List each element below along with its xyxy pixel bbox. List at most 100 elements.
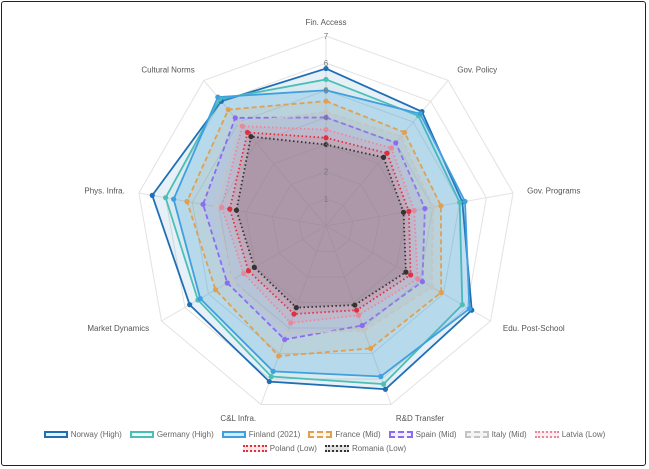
grid-spoke xyxy=(325,192,514,227)
data-point xyxy=(276,353,282,359)
axis-label: Edu. Post-School xyxy=(503,324,565,333)
data-point xyxy=(227,206,233,212)
data-point xyxy=(268,373,274,380)
legend-label: Finland (2021) xyxy=(248,430,301,439)
data-point xyxy=(212,287,219,293)
data-point xyxy=(380,154,387,160)
data-point xyxy=(229,277,235,283)
grid-ring xyxy=(138,35,514,406)
data-point xyxy=(171,196,177,202)
legend-item[interactable]: Norway (High) xyxy=(43,430,122,439)
legend-item[interactable]: Germany (High) xyxy=(129,430,214,439)
legend-swatch xyxy=(221,431,246,438)
legend-item[interactable]: France (Mid) xyxy=(308,430,381,439)
legend-swatch xyxy=(464,431,489,438)
grid-ring xyxy=(272,171,380,278)
legend-item[interactable]: Italy (Mid) xyxy=(464,430,527,439)
data-point xyxy=(282,336,288,343)
data-point xyxy=(466,306,472,312)
data-point xyxy=(288,320,294,326)
legend-item[interactable]: Latvia (Low) xyxy=(534,430,605,439)
data-point xyxy=(163,195,169,201)
grid-ring xyxy=(245,144,407,304)
data-point xyxy=(388,145,395,151)
data-point xyxy=(239,123,245,129)
grid-ring xyxy=(191,89,461,355)
data-point xyxy=(323,114,329,121)
data-point xyxy=(417,111,423,117)
tick-label: 6 xyxy=(324,59,329,68)
legend-item[interactable]: Finland (2021) xyxy=(221,430,301,439)
data-point xyxy=(411,207,417,214)
legend-swatch xyxy=(308,431,333,438)
data-point xyxy=(213,204,220,210)
data-point xyxy=(384,150,390,156)
data-point xyxy=(323,76,329,83)
data-point xyxy=(382,386,389,392)
data-point xyxy=(367,345,374,352)
data-point xyxy=(393,140,399,146)
data-point xyxy=(184,198,190,205)
data-point xyxy=(415,276,421,282)
legend-item[interactable]: Poland (Low) xyxy=(242,444,317,453)
data-point xyxy=(233,207,240,213)
data-point xyxy=(215,94,221,100)
data-point xyxy=(429,284,435,290)
data-point xyxy=(419,279,425,285)
data-point xyxy=(398,133,404,140)
legend: Norway (High) Germany (High) Finland (2021… xyxy=(0,430,649,453)
legend-swatch xyxy=(43,431,68,438)
data-point xyxy=(438,289,444,296)
data-point xyxy=(232,115,238,121)
data-point xyxy=(323,135,329,141)
data-point xyxy=(361,327,367,334)
data-point xyxy=(266,378,272,385)
series-1-area xyxy=(164,78,464,386)
data-point xyxy=(293,305,299,311)
data-point xyxy=(359,322,365,329)
series-6-area xyxy=(220,125,419,324)
axis-label: R&D Transfer xyxy=(396,414,445,423)
data-point xyxy=(400,209,407,215)
data-point xyxy=(225,106,231,113)
legend-label: Germany (High) xyxy=(156,430,214,439)
axis-label: Cultural Norms xyxy=(141,66,194,75)
data-point xyxy=(352,302,358,308)
axis-label: Gov. Programs xyxy=(527,187,580,196)
data-point xyxy=(354,307,360,313)
data-point xyxy=(197,296,203,302)
data-point xyxy=(401,129,408,136)
series-5-area xyxy=(215,111,434,335)
legend-label: Spain (Mid) xyxy=(415,430,457,439)
data-point xyxy=(244,129,251,136)
grid-ring xyxy=(218,116,434,329)
series-4-area xyxy=(202,116,426,341)
data-point xyxy=(378,373,384,380)
series-2-area xyxy=(172,89,471,378)
legend-item[interactable]: Spain (Mid) xyxy=(388,430,457,439)
data-point xyxy=(459,302,465,308)
legend-item[interactable]: Romania (Low) xyxy=(324,444,406,453)
data-point xyxy=(200,201,206,207)
data-point xyxy=(270,368,276,374)
legend-swatch xyxy=(324,445,349,452)
data-point xyxy=(323,109,329,115)
tick-label: 1 xyxy=(324,195,329,204)
data-point xyxy=(457,199,463,206)
data-point xyxy=(284,330,290,336)
data-point xyxy=(380,381,387,387)
data-point xyxy=(406,208,412,214)
data-point xyxy=(187,302,193,308)
data-point xyxy=(462,198,468,205)
axis-label: Phys. Infra. xyxy=(84,187,124,196)
data-point xyxy=(149,192,155,198)
tick-label: 4 xyxy=(324,113,329,122)
tick-label: 7 xyxy=(324,32,329,41)
data-point xyxy=(291,311,297,317)
legend-label: Norway (High) xyxy=(70,430,122,439)
series-8-area xyxy=(235,135,407,309)
data-point xyxy=(323,127,329,133)
data-point xyxy=(248,133,254,140)
series-7-area xyxy=(228,131,412,315)
